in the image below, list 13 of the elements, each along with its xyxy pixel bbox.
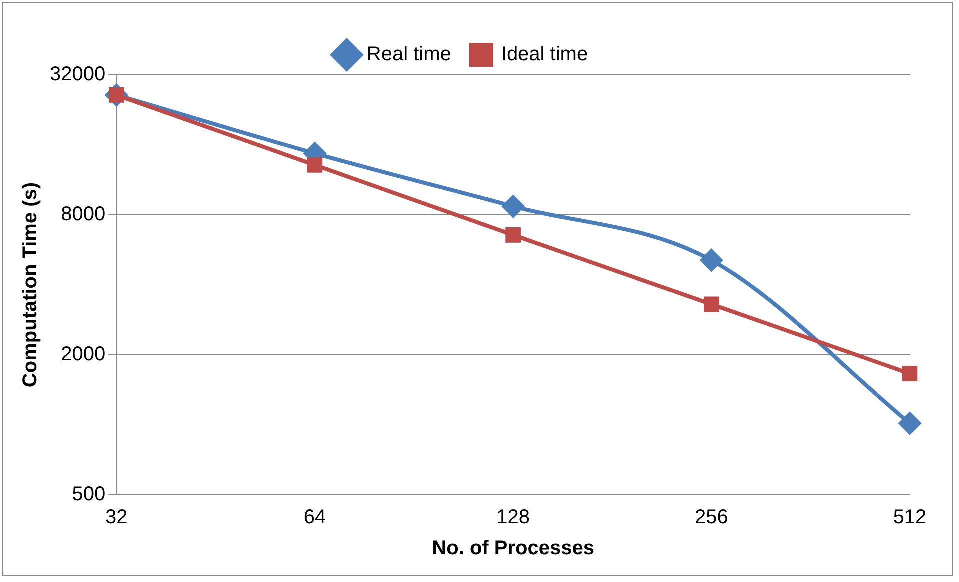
y-axis-title: Computation Time (s) <box>20 182 42 388</box>
legend-label: Real time <box>366 44 452 66</box>
x-tick-label: 32 <box>105 506 128 529</box>
y-tick-label: 32000 <box>50 64 106 86</box>
legend-label: Ideal time <box>501 44 588 66</box>
y-tick-label: 500 <box>72 484 106 506</box>
y-tick-label: 8000 <box>61 204 106 226</box>
x-axis-title: No. of Processes <box>432 538 594 560</box>
x-tick-label: 512 <box>893 506 927 529</box>
x-tick-label: 64 <box>304 506 326 529</box>
x-tick-label: 128 <box>496 506 530 529</box>
y-tick-label: 2000 <box>61 344 106 366</box>
x-tick-label: 256 <box>694 506 728 529</box>
